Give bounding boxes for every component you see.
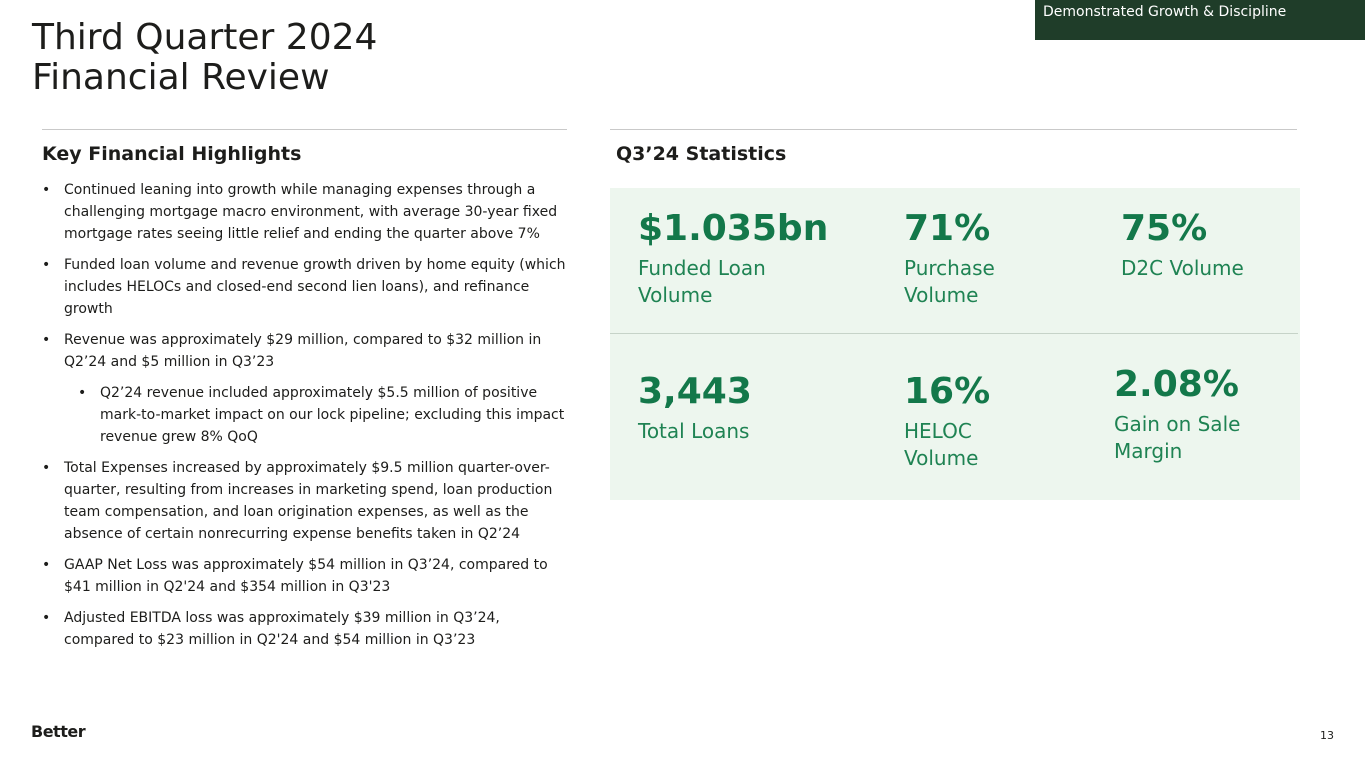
bullet-text: Total Expenses increased by approximatel… — [64, 460, 553, 542]
stat-value: 75% — [1121, 208, 1208, 249]
bullet: Revenue was approximately $29 million, c… — [42, 329, 574, 448]
logo: Better — [31, 722, 86, 741]
stat-value: $1.035bn — [638, 208, 829, 249]
banner-text: Demonstrated Growth & Discipline — [1043, 4, 1287, 20]
title-line: Financial Review — [32, 57, 330, 98]
stat-label: Purchase Volume — [904, 256, 995, 307]
stat-value: 2.08% — [1114, 364, 1239, 405]
bullet-list: Continued leaning into growth while mana… — [42, 179, 574, 660]
bullet: GAAP Net Loss was approximately $54 mill… — [42, 554, 574, 598]
bullet-text: Continued leaning into growth while mana… — [64, 182, 558, 242]
banner: Demonstrated Growth & Discipline — [1035, 0, 1365, 40]
title: Third Quarter 2024 Financial Review — [32, 18, 377, 98]
stat-value: 16% — [904, 371, 991, 412]
divider — [610, 333, 1298, 334]
bullet-text: GAAP Net Loss was approximately $54 mill… — [64, 557, 548, 595]
stat-value: 3,443 — [638, 371, 752, 412]
sub-list: Q2’24 revenue included approximately $5.… — [78, 382, 574, 448]
stat-label: Gain on Sale Margin — [1114, 412, 1241, 463]
page-number: 13 — [1320, 729, 1334, 742]
stat-value: 71% — [904, 208, 991, 249]
divider — [610, 129, 1297, 130]
bullet-text: Adjusted EBITDA loss was approximately $… — [64, 610, 500, 648]
bullet: Funded loan volume and revenue growth dr… — [42, 254, 574, 320]
stat-label: Funded Loan Volume — [638, 256, 766, 307]
stat-label: D2C Volume — [1121, 256, 1244, 280]
divider — [42, 129, 567, 130]
sub-bullet: Q2’24 revenue included approximately $5.… — [78, 382, 574, 448]
title-line: Third Quarter 2024 — [32, 17, 378, 58]
stat-label: Total Loans — [638, 419, 750, 443]
section-heading: Q3’24 Statistics — [616, 143, 787, 165]
stat-label: HELOC Volume — [904, 419, 979, 470]
section-heading: Key Financial Highlights — [42, 143, 302, 165]
bullet: Continued leaning into growth while mana… — [42, 179, 574, 245]
bullet-text: Revenue was approximately $29 million, c… — [64, 332, 542, 370]
bullet: Total Expenses increased by approximatel… — [42, 457, 574, 545]
bullet-text: Funded loan volume and revenue growth dr… — [64, 257, 566, 317]
stats-panel — [610, 188, 1300, 500]
bullet: Adjusted EBITDA loss was approximately $… — [42, 607, 574, 651]
